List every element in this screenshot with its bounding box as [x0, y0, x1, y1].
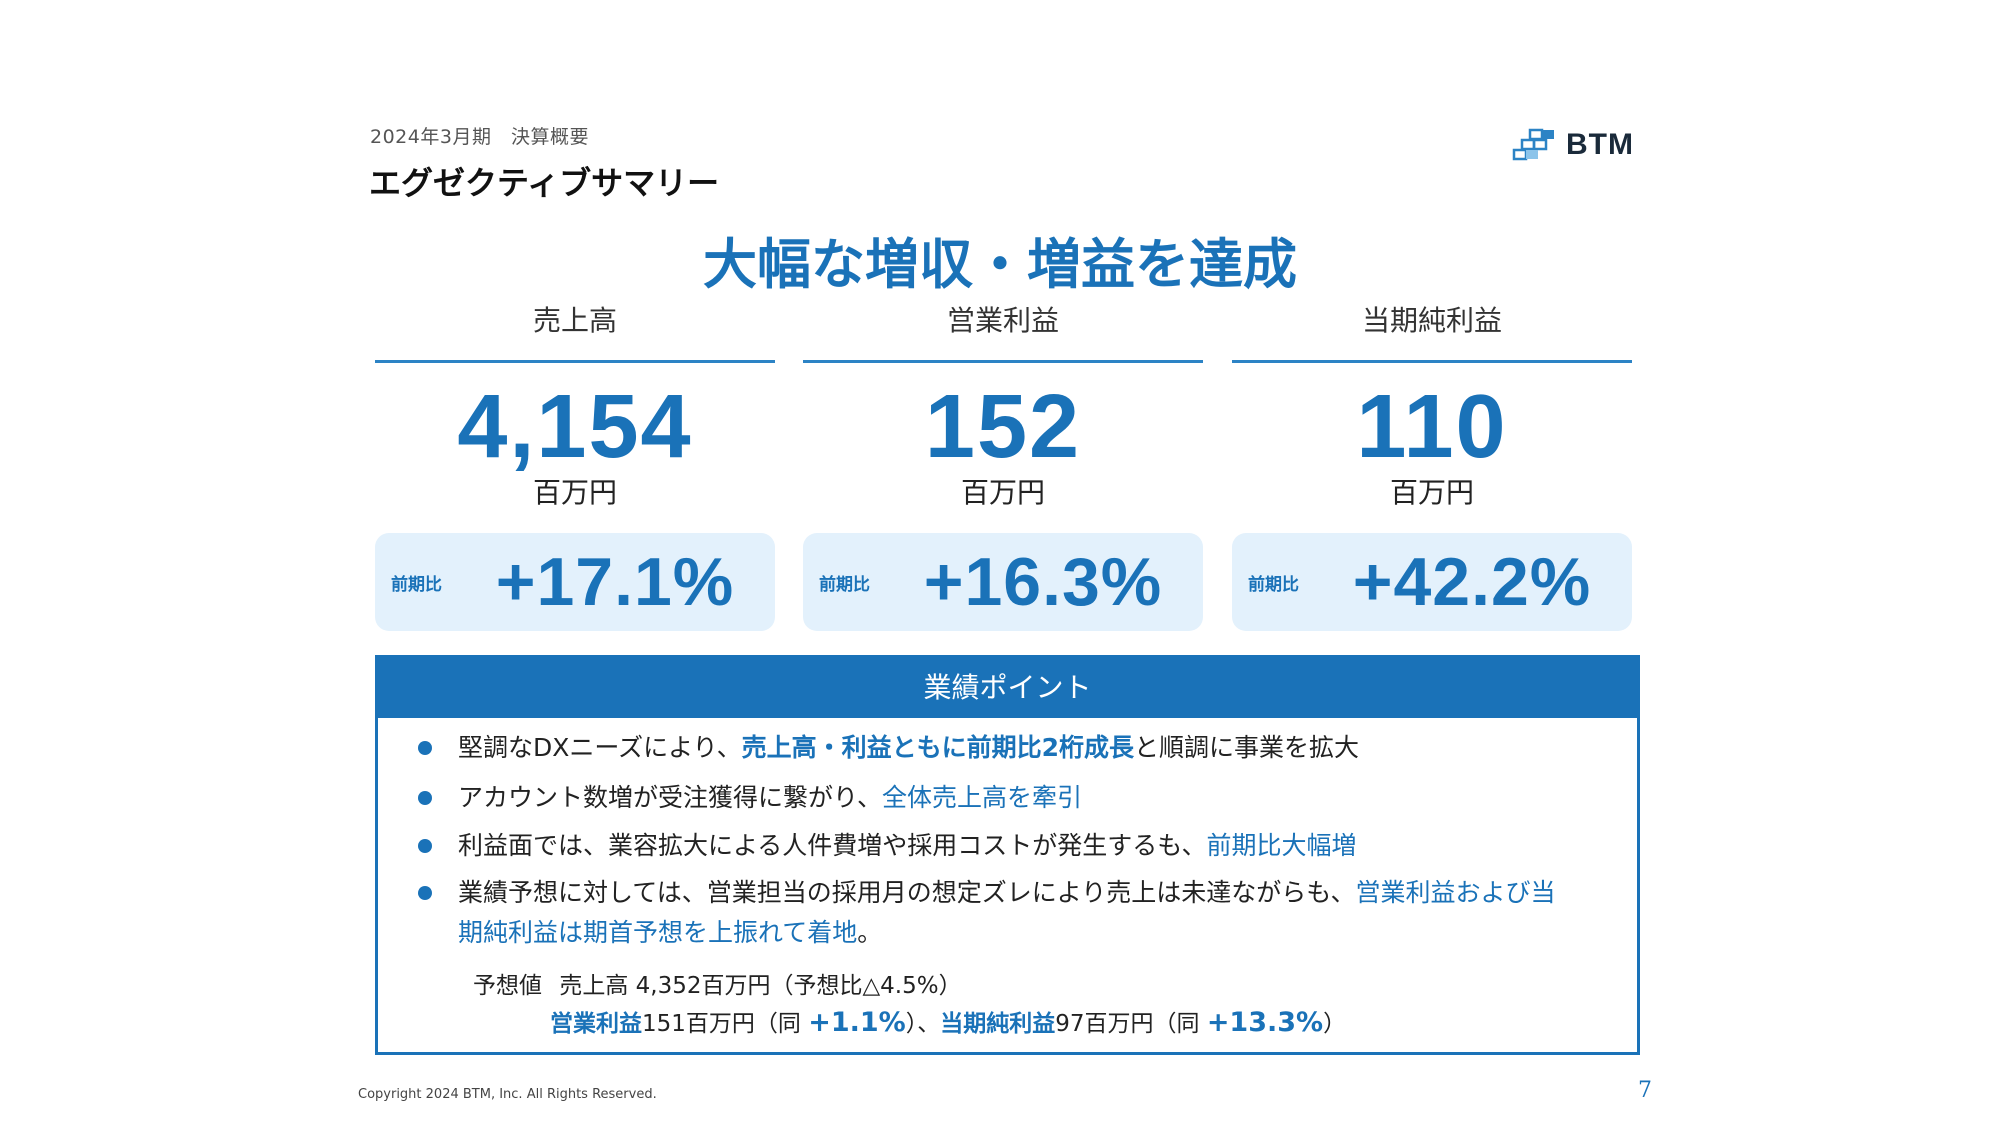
forecast-op-value: 151百万円（同: [642, 1011, 809, 1037]
logo-icon: [1512, 128, 1554, 161]
metric-card-operating-profit: 営業利益 152 百万円 前期比 +16.3%: [803, 300, 1203, 631]
yoy-label: 前期比: [819, 574, 870, 595]
metric-unit: 百万円: [960, 476, 1045, 509]
point-tail: 。: [857, 918, 883, 947]
points-title: 業績ポイント: [378, 658, 1637, 718]
point-tail: と順調に事業を拡大: [1134, 733, 1360, 762]
list-item: 利益面では、業容拡大による人件費増や採用コストが発生するも、前期比大幅増: [418, 826, 1357, 866]
metric-card-net-income: 当期純利益 110 百万円 前期比 +42.2%: [1232, 300, 1632, 631]
forecast-net-close: ）: [1323, 1011, 1347, 1037]
metric-value: 152: [924, 377, 1082, 477]
point-highlight: 全体売上高を牽引: [882, 783, 1083, 812]
point-highlight: 営業利益および当期純利益は期首予想を上振れて着地: [458, 878, 1556, 947]
yoy-value: +42.2%: [1352, 544, 1592, 620]
bullet-icon: [418, 886, 432, 900]
logo-text: BTM: [1566, 128, 1634, 161]
list-item: アカウント数増が受注獲得に繋がり、全体売上高を牽引: [418, 778, 1082, 818]
yoy-box: 前期比 +16.3%: [803, 533, 1203, 631]
point-text: アカウント数増が受注獲得に繋がり、: [458, 783, 883, 812]
point-text: 利益面では、業容拡大による人件費増や採用コストが発生するも、: [458, 831, 1207, 860]
yoy-label: 前期比: [1248, 574, 1299, 595]
bullet-icon: [418, 741, 432, 755]
metric-unit: 百万円: [532, 476, 617, 509]
metric-card-sales: 売上高 4,154 百万円 前期比 +17.1%: [375, 300, 775, 631]
forecast-label: 予想値: [473, 973, 542, 999]
forecast-op-close: ）、: [905, 1011, 941, 1037]
metric-unit: 百万円: [1389, 476, 1474, 509]
bullet-icon: [418, 839, 432, 853]
forecast-net-label: 当期純利益: [940, 1011, 1056, 1037]
forecast-line-1: 予想値 売上高 4,352百万円（予想比△4.5%）: [473, 966, 962, 1000]
metric-label: 売上高: [532, 304, 617, 337]
list-item: 堅調なDXニーズにより、売上高・利益ともに前期比2桁成長と順調に事業を拡大: [418, 728, 1359, 768]
metric-label: 営業利益: [946, 304, 1059, 337]
yoy-box: 前期比 +17.1%: [375, 533, 775, 631]
page-number: 7: [1638, 1078, 1652, 1103]
forecast-op-change: +1.1%: [808, 1007, 906, 1038]
forecast-net-value: 97百万円（同: [1055, 1011, 1207, 1037]
copyright: Copyright 2024 BTM, Inc. All Rights Rese…: [358, 1087, 657, 1102]
forecast-sales: 売上高 4,352百万円（予想比△4.5%）: [559, 973, 962, 999]
forecast-net-change: +13.3%: [1206, 1007, 1324, 1038]
yoy-value: +17.1%: [495, 544, 735, 620]
divider: [1232, 360, 1632, 363]
divider: [803, 360, 1203, 363]
headline: 大幅な増収・増益を達成: [703, 233, 1297, 296]
performance-points-panel: 業績ポイント 堅調なDXニーズにより、売上高・利益ともに前期比2桁成長と順調に事…: [375, 655, 1640, 1055]
slide-subtitle: 2024年3月期 決算概要: [370, 126, 589, 148]
yoy-box: 前期比 +42.2%: [1232, 533, 1632, 631]
forecast-line-2: 営業利益151百万円（同 +1.1%）、当期純利益97百万円（同 +13.3%）: [550, 1004, 1346, 1038]
point-highlight: 前期比大幅増: [1206, 831, 1357, 860]
point-highlight: 売上高・利益ともに前期比2桁成長: [741, 733, 1135, 762]
yoy-value: +16.3%: [923, 544, 1163, 620]
company-logo: BTM: [1512, 128, 1634, 162]
divider: [375, 360, 775, 363]
yoy-label: 前期比: [391, 574, 442, 595]
metric-label: 当期純利益: [1361, 304, 1502, 337]
point-text: 業績予想に対しては、営業担当の採用月の想定ズレにより売上は未達ながらも、: [458, 878, 1356, 907]
metric-value: 4,154: [457, 377, 693, 477]
point-text: 堅調なDXニーズにより、: [458, 733, 742, 762]
metric-value: 110: [1356, 377, 1508, 477]
bullet-icon: [418, 791, 432, 805]
page-title: エグゼクティブサマリー: [369, 164, 720, 202]
forecast-op-label: 営業利益: [550, 1011, 642, 1037]
list-item: 業績予想に対しては、営業担当の採用月の想定ズレにより売上は未達ながらも、営業利益…: [418, 873, 1578, 953]
